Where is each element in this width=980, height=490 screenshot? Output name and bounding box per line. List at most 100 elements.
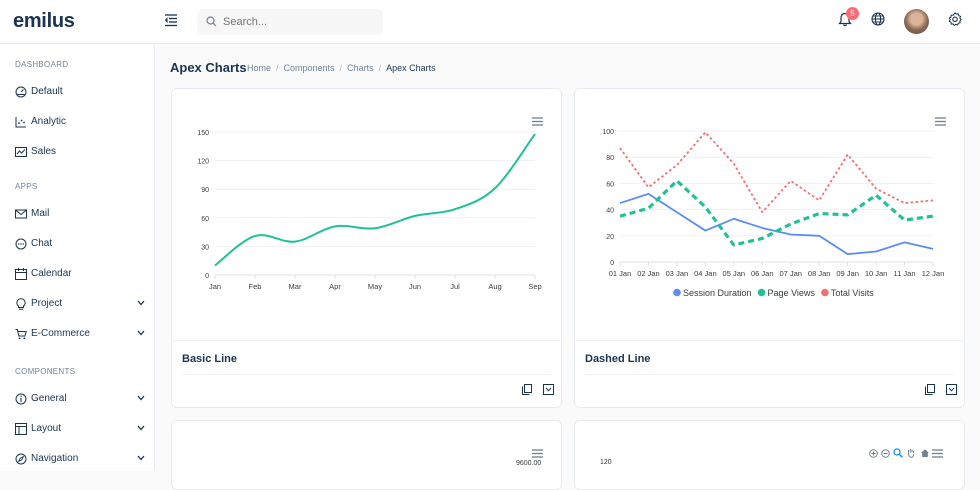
copy-icon[interactable]: [522, 384, 532, 395]
axis-tick-label: 9600.00: [516, 460, 542, 467]
lower-right-card: 120: [574, 420, 965, 490]
sidebar-item-ecommerce[interactable]: E-Commerce: [0, 321, 155, 347]
chevron-down-icon: [137, 300, 145, 306]
chevron-down-icon: [137, 425, 145, 431]
chart-menu-icon[interactable]: [935, 117, 946, 126]
sidebar-item-label: Project: [31, 298, 63, 309]
sidebar-item-default[interactable]: Default: [0, 79, 155, 105]
breadcrumb-separator: /: [378, 63, 382, 73]
sidebar-item-label: Mail: [31, 208, 50, 219]
breadcrumb-components[interactable]: Components: [283, 63, 335, 73]
legend-item[interactable]: Session Duration: [673, 288, 752, 298]
y-tick-label: 40: [606, 208, 614, 215]
sidebar-item-sales[interactable]: Sales: [0, 139, 155, 165]
notification-badge: 5: [846, 7, 859, 20]
app-logo[interactable]: emilus: [13, 10, 75, 32]
selection-zoom-icon[interactable]: [893, 448, 903, 458]
x-tick-label: 06 Jan: [751, 269, 774, 278]
y-tick-label: 60: [606, 181, 614, 188]
y-tick-label: 120: [197, 159, 209, 166]
zoom-out-icon[interactable]: [881, 449, 890, 458]
pan-hand-icon[interactable]: [906, 448, 916, 458]
series-line: [619, 131, 934, 214]
collapse-toggle-icon[interactable]: [946, 384, 957, 395]
sidebar-item-label: General: [31, 393, 67, 404]
sidebar-item-chat[interactable]: Chat: [0, 231, 155, 257]
y-tick-label: 90: [201, 187, 209, 194]
card-title: Dashed Line: [585, 353, 651, 365]
legend-item[interactable]: Page Views: [757, 288, 816, 298]
sidebar-item-layout[interactable]: Layout: [0, 416, 155, 442]
series-line: [619, 179, 934, 247]
dashed-line-chart: 100 80 60 40 20 0 01 Jan 02 Jan 03 Jan 04 Jan 05 J…: [602, 129, 945, 298]
x-tick-label: 12 Jan: [922, 269, 945, 278]
x-tick-label: 07 Jan: [779, 269, 802, 278]
legend-item[interactable]: Total Visits: [821, 288, 874, 298]
legend-marker: [757, 288, 766, 297]
x-tick-label: 09 Jan: [836, 269, 859, 278]
fund-icon: [15, 147, 27, 157]
page-title: Apex Charts: [170, 60, 247, 75]
sidebar-item-label: Layout: [31, 423, 62, 434]
sidebar-item-general[interactable]: General: [0, 386, 155, 412]
user-avatar[interactable]: [904, 9, 929, 34]
x-tick-label: Feb: [249, 282, 262, 291]
sidebar-item-calendar[interactable]: Calendar: [0, 261, 155, 287]
y-tick-label: 60: [201, 216, 209, 223]
gear-icon[interactable]: [948, 12, 962, 26]
chevron-down-icon: [137, 455, 145, 461]
calendar-icon: [15, 268, 27, 280]
breadcrumb-separator: /: [339, 63, 343, 73]
zoom-in-icon[interactable]: [869, 449, 878, 458]
x-tick-label: 01 Jan: [609, 269, 632, 278]
menu-fold-icon[interactable]: [164, 13, 178, 27]
search-box[interactable]: [197, 9, 383, 35]
chevron-down-icon: [137, 395, 145, 401]
x-tick-label: May: [368, 282, 382, 291]
sidebar-section-apps: APPS: [15, 182, 38, 191]
sidebar-item-analytic[interactable]: Analytic: [0, 109, 155, 135]
legend-label: Page Views: [768, 288, 816, 298]
sidebar-item-project[interactable]: Project: [0, 291, 155, 317]
sidebar-section-components: COMPONENTS: [15, 367, 76, 376]
sidebar-item-navigation[interactable]: Navigation: [0, 446, 155, 472]
x-tick-label: Apr: [329, 282, 341, 291]
copy-icon[interactable]: [925, 384, 935, 395]
mail-icon: [15, 209, 27, 219]
sidebar-item-mail[interactable]: Mail: [0, 201, 155, 227]
message-icon: [15, 238, 27, 250]
x-tick-label: 11 Jan: [894, 269, 916, 278]
x-tick-label: 08 Jan: [808, 269, 831, 278]
chart-toolbar: [869, 448, 949, 460]
sidebar-item-label: Analytic: [31, 116, 67, 127]
y-tick-label: 0: [610, 260, 614, 267]
breadcrumb-home[interactable]: Home: [247, 63, 272, 73]
chart-menu-icon[interactable]: [932, 449, 943, 458]
top-bar: emilus 5: [0, 0, 980, 44]
globe-icon[interactable]: [871, 12, 885, 26]
chart-menu-icon[interactable]: [532, 449, 543, 458]
info-circle-icon: [15, 393, 27, 405]
sidebar-item-label: Chat: [31, 238, 53, 249]
x-tick-label: 02 Jan: [637, 269, 660, 278]
compass-icon: [15, 453, 27, 465]
sidebar-item-label: Sales: [31, 146, 57, 157]
y-tick-label: 0: [205, 273, 209, 280]
y-tick-label: 20: [606, 234, 614, 241]
search-input[interactable]: [223, 13, 373, 31]
search-icon: [206, 16, 217, 27]
breadcrumb-charts[interactable]: Charts: [347, 63, 374, 73]
axis-tick-label: 120: [600, 459, 612, 466]
chart-menu-icon[interactable]: [532, 117, 543, 126]
x-tick-label: 10 Jan: [865, 269, 888, 278]
breadcrumb-separator: /: [276, 63, 279, 73]
x-tick-label: 05 Jan: [723, 269, 746, 278]
x-tick-label: Jul: [450, 282, 460, 291]
series-line: [214, 133, 536, 267]
card-divider: [172, 340, 561, 341]
card-divider: [182, 374, 551, 375]
collapse-toggle-icon[interactable]: [543, 384, 554, 395]
sidebar-item-label: Navigation: [31, 453, 79, 464]
home-icon[interactable]: [920, 448, 930, 458]
y-tick-label: 150: [197, 130, 209, 137]
